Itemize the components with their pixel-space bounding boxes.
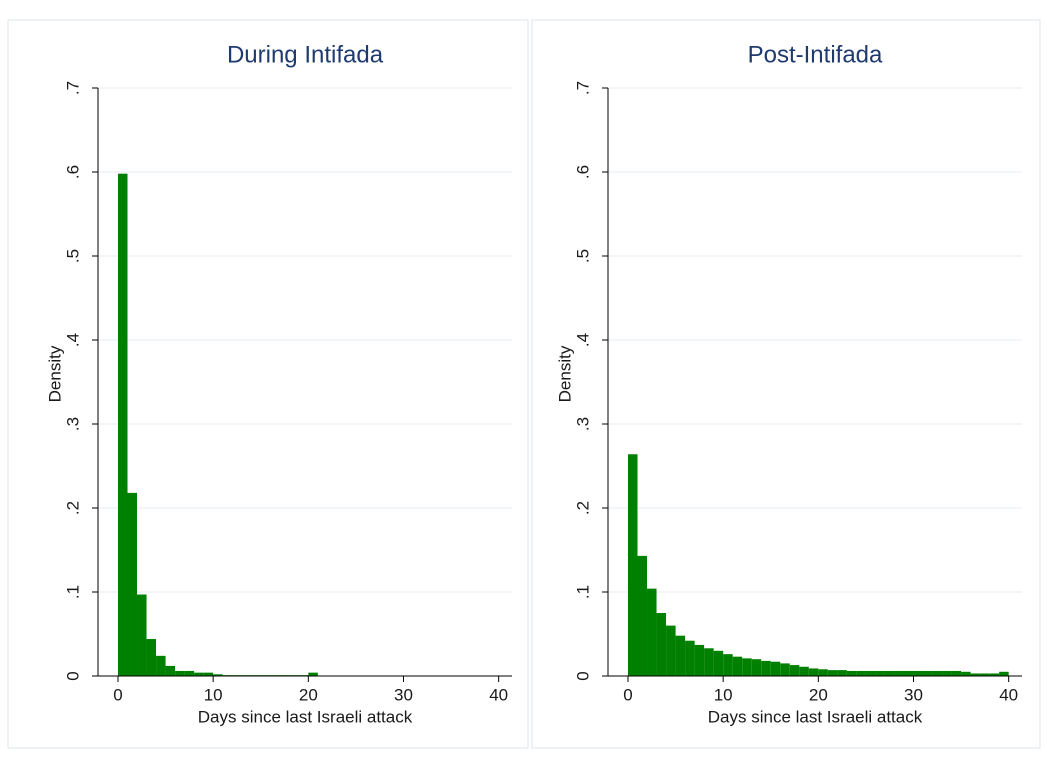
bar: [799, 666, 809, 676]
x-tick-label: 40: [999, 685, 1018, 704]
bar: [146, 639, 157, 676]
bar: [675, 635, 686, 676]
x-tick-label: 0: [113, 685, 122, 704]
bar: [203, 672, 214, 676]
x-tick-label: 20: [299, 685, 318, 704]
x-tick-label: 30: [904, 685, 923, 704]
bar: [656, 613, 667, 676]
bar: [308, 672, 318, 676]
bar: [865, 670, 876, 676]
x-axis-label: Days since last Israeli attack: [708, 707, 923, 726]
bar: [723, 654, 733, 676]
chart-title: Post-Intifada: [748, 41, 883, 68]
bar: [894, 670, 904, 676]
bar: [666, 625, 676, 676]
bar: [884, 670, 895, 676]
bar: [903, 670, 914, 676]
y-tick-label: .6: [573, 165, 592, 179]
bar: [770, 661, 781, 676]
bar: [827, 670, 838, 676]
y-tick-label: .2: [63, 501, 82, 515]
bar: [742, 658, 752, 676]
y-tick-label: .7: [573, 81, 592, 95]
y-tick-label: .1: [63, 585, 82, 599]
y-tick-label: .5: [63, 249, 82, 263]
bar: [751, 659, 762, 676]
y-tick-label: .1: [573, 585, 592, 599]
bar: [923, 670, 933, 676]
y-tick-label: 0: [573, 671, 592, 680]
bar: [808, 668, 819, 676]
bar: [789, 665, 800, 676]
bar: [875, 670, 885, 676]
y-tick-label: 0: [63, 671, 82, 680]
bar: [184, 670, 195, 676]
bar: [970, 673, 981, 676]
y-tick-label: .7: [63, 81, 82, 95]
bar: [694, 644, 705, 676]
y-tick-label: .5: [573, 249, 592, 263]
x-tick-label: 20: [809, 685, 828, 704]
y-tick-label: .6: [63, 165, 82, 179]
bar: [627, 454, 638, 676]
y-axis-label: Density: [555, 345, 574, 402]
bar: [932, 670, 943, 676]
y-tick-label: .2: [573, 501, 592, 515]
bar: [980, 673, 990, 676]
bar: [213, 674, 223, 676]
bar: [951, 670, 962, 676]
bar: [194, 672, 204, 676]
bar: [942, 670, 952, 676]
bar: [846, 670, 857, 676]
bar: [989, 673, 1000, 676]
bar: [137, 594, 147, 676]
y-tick-label: .4: [63, 333, 82, 347]
bar: [761, 660, 771, 676]
y-axis-label: Density: [45, 345, 64, 402]
y-tick-label: .3: [573, 417, 592, 431]
bar: [156, 655, 166, 676]
bar: [175, 670, 185, 676]
bar: [165, 665, 176, 676]
y-tick-label: .3: [63, 417, 82, 431]
x-tick-label: 10: [204, 685, 223, 704]
bar: [713, 650, 724, 676]
bar: [999, 671, 1009, 676]
bar: [837, 670, 847, 676]
bar: [117, 173, 128, 676]
bar: [732, 656, 743, 676]
bar: [818, 669, 828, 676]
bar: [685, 640, 695, 676]
chart-title: During Intifada: [227, 41, 384, 68]
x-tick-label: 10: [714, 685, 733, 704]
x-tick-label: 0: [623, 685, 632, 704]
panel: [7, 19, 529, 749]
bar: [780, 663, 790, 676]
x-tick-label: 30: [394, 685, 413, 704]
y-tick-label: .4: [573, 333, 592, 347]
bar: [961, 671, 971, 676]
panel: [531, 19, 1041, 749]
bar: [913, 670, 924, 676]
bar: [856, 670, 866, 676]
x-axis-label: Days since last Israeli attack: [198, 707, 413, 726]
bar: [647, 588, 657, 676]
bar: [704, 648, 714, 676]
x-tick-label: 40: [489, 685, 508, 704]
bar: [637, 555, 648, 676]
bar: [127, 492, 138, 676]
